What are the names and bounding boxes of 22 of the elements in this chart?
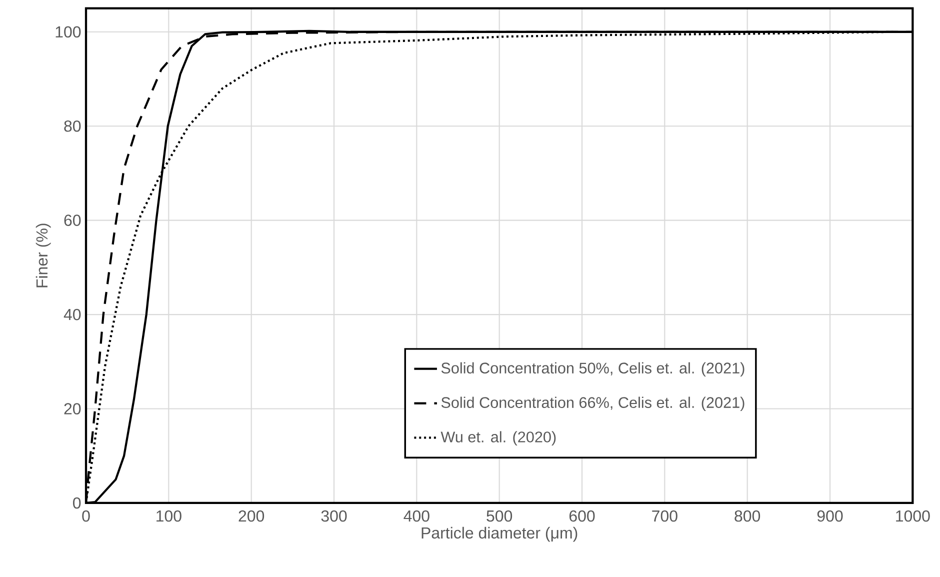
x-tick-label: 0	[82, 510, 90, 522]
legend-label: Wu et. al. (2020)	[440, 431, 556, 446]
x-tick-label: 600	[569, 510, 595, 522]
y-tick-label: 60	[64, 214, 81, 226]
y-tick-label: 0	[73, 497, 81, 509]
x-tick-label: 300	[321, 510, 347, 522]
x-tick-label: 800	[734, 510, 760, 522]
y-axis-title: Finer (%)	[36, 224, 51, 288]
y-tick-label: 40	[64, 308, 81, 320]
legend-label: Solid Concentration 66%, Celis et. al. (2021)	[441, 396, 744, 412]
x-tick-label: 200	[238, 510, 264, 522]
x-tick-label: 400	[404, 510, 430, 522]
y-tick-label: 80	[64, 120, 81, 132]
x-tick-label: 900	[817, 510, 843, 522]
y-tick-label: 100	[56, 26, 81, 38]
x-tick-label: 700	[652, 510, 678, 522]
x-axis-title: Particle diameter (μm)	[422, 526, 578, 542]
legend-label: Solid Concentration 50%, Celis et. al. (2021)	[441, 362, 744, 377]
x-tick-label: 1000	[896, 510, 930, 522]
y-tick-label: 20	[64, 403, 81, 414]
x-tick-label: 500	[486, 510, 512, 522]
x-tick-label: 100	[156, 510, 182, 522]
